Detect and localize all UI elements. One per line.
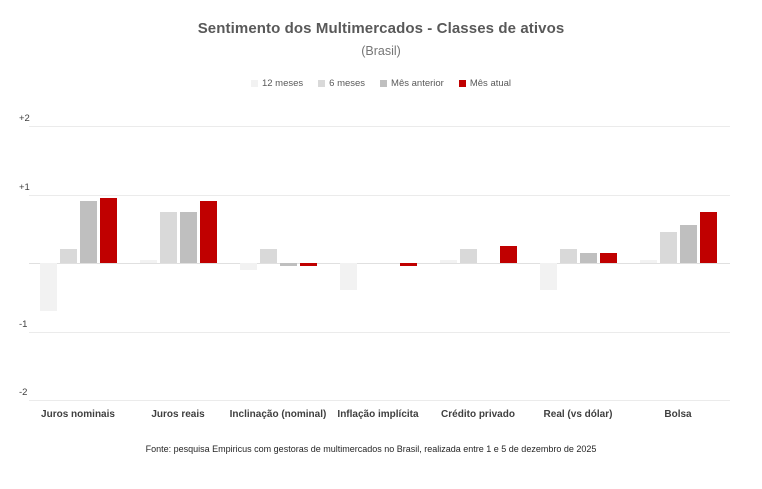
chart-title: Sentimento dos Multimercados - Classes d…: [197, 20, 565, 37]
legend-item-mes-anterior: Mês anterior: [380, 78, 444, 89]
bar-mes-atual-real-vs-dolar: [599, 252, 617, 263]
bar-mes-anterior-bolsa: [679, 225, 697, 263]
bar-mes-atual-inflacao-implicita: [399, 263, 417, 267]
bar-mes-anterior-juros-nominais: [79, 201, 97, 263]
legend-swatch-mes-atual: [458, 79, 466, 87]
gridline: [29, 331, 730, 333]
chart-subtitle: (Brasil): [361, 44, 401, 58]
gridline: [29, 400, 730, 401]
bar-mes-atual-inclinacao-nominal: [299, 263, 317, 267]
bar-12-meses-credito-privado: [439, 259, 457, 263]
y-tick-label: +1: [19, 181, 30, 193]
y-tick-label: -2: [19, 387, 28, 398]
x-category-label: Inclinação (nominal): [229, 409, 327, 420]
legend-label: Mês anterior: [391, 77, 444, 89]
legend-item-6-meses: 6 meses: [318, 78, 365, 89]
legend-item-mes-atual: Mês atual: [458, 77, 512, 89]
bar-mes-anterior-real-vs-dolar: [579, 252, 597, 263]
bar-12-meses-inflacao-implicita: [339, 263, 357, 291]
bar-mes-atual-juros-reais: [199, 201, 217, 263]
bar-mes-atual-bolsa: [699, 211, 717, 263]
bar-mes-atual-juros-nominais: [99, 197, 117, 263]
bar-6-meses-bolsa: [659, 232, 677, 263]
x-category-label: Crédito privado: [441, 409, 515, 420]
legend: 12 meses 6 meses Mês anterior Mês atual: [0, 76, 762, 90]
gridline: [29, 126, 730, 127]
x-category-label: Bolsa: [664, 409, 692, 420]
legend-label: 6 meses: [329, 77, 366, 89]
bar-6-meses-credito-privado: [459, 249, 477, 263]
legend-label: 12 meses: [261, 77, 304, 89]
legend-item-12-meses: 12 meses: [250, 77, 304, 89]
x-category-label: Real (vs dólar): [543, 409, 613, 420]
bar-6-meses-real-vs-dolar: [559, 249, 577, 263]
y-tick-label: -1: [19, 318, 28, 330]
gridline: [29, 194, 730, 196]
x-category-label: Juros reais: [151, 409, 205, 420]
bar-mes-anterior-juros-reais: [179, 211, 197, 263]
legend-label: Mês atual: [469, 77, 512, 89]
bar-12-meses-real-vs-dolar: [539, 263, 557, 291]
bar-6-meses-inclinacao-nominal: [259, 249, 277, 263]
y-tick-label: +2: [19, 113, 30, 124]
x-category-label: Inflação implícita: [337, 409, 419, 420]
plot-area: +2 +1 -1 -2 Juros nominais Juros reais Inclina…: [19, 113, 730, 420]
zero-axis-line: [29, 263, 730, 264]
source-note: Fonte: pesquisa Empiricus com gestoras d…: [145, 444, 597, 454]
bar-12-meses-juros-reais: [139, 259, 157, 263]
bar-12-meses-juros-nominais: [39, 263, 57, 311]
x-category-label: Juros nominais: [41, 409, 115, 420]
bar-6-meses-juros-reais: [159, 211, 177, 263]
bar-12-meses-bolsa: [639, 259, 657, 263]
bar-mes-anterior-inclinacao-nominal: [279, 263, 297, 267]
bar-mes-atual-credito-privado: [499, 245, 517, 263]
legend-swatch-mes-anterior: [380, 79, 388, 87]
legend-swatch-12-meses: [250, 79, 258, 87]
bar-12-meses-inclinacao-nominal: [239, 263, 257, 270]
legend-swatch-6-meses: [318, 79, 326, 87]
bar-6-meses-juros-nominais: [59, 249, 77, 263]
